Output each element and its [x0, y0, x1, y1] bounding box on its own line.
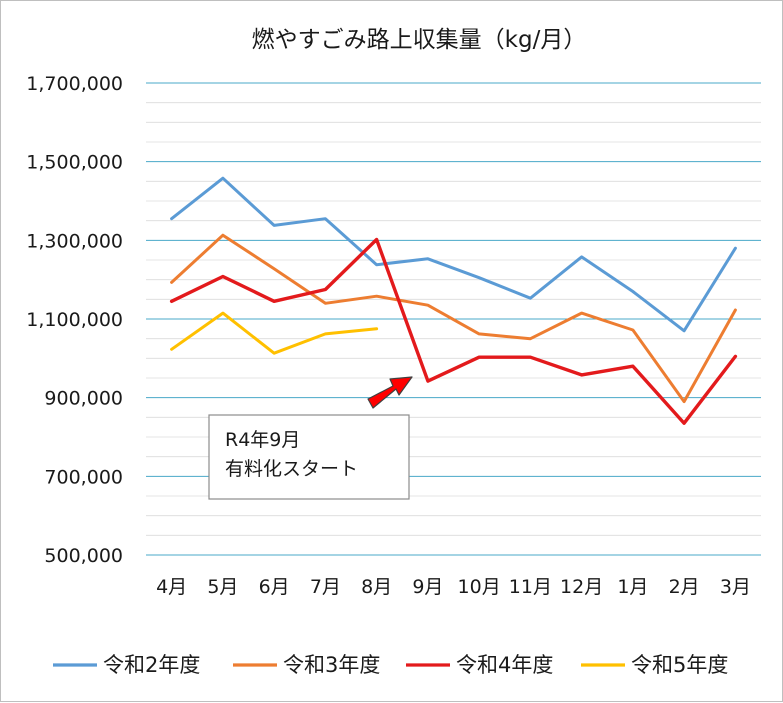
callout-line-2: 有料化スタート — [225, 458, 358, 480]
callout-arrow-icon — [367, 376, 413, 409]
series-line — [170, 311, 379, 355]
series-line — [170, 233, 737, 404]
x-axis-tick-labels: 4月 5月 6月 7月 8月 9月 10月 11月 12月 1月 2月 3月 — [156, 576, 751, 598]
x-tick-label: 7月 — [310, 576, 341, 598]
series-group — [169, 237, 738, 425]
x-tick-label: 11月 — [509, 576, 552, 598]
y-tick-label: 1,100,000 — [26, 309, 123, 331]
series-line — [170, 176, 737, 333]
legend: 令和2年度 令和3年度 令和4年度 令和5年度 — [53, 653, 728, 677]
y-axis-tick-labels: 500,000 700,000 900,000 1,100,000 1,300,000 1… — [26, 73, 123, 567]
y-tick-label: 1,700,000 — [26, 73, 123, 95]
x-tick-label: 12月 — [560, 576, 603, 598]
series-group — [170, 311, 379, 355]
y-tick-label: 700,000 — [44, 466, 123, 488]
series-group — [170, 233, 737, 404]
y-tick-label: 500,000 — [44, 545, 123, 567]
x-tick-label: 9月 — [412, 576, 443, 598]
x-tick-label: 10月 — [458, 576, 501, 598]
x-tick-label: 5月 — [207, 576, 238, 598]
x-tick-label: 2月 — [669, 576, 700, 598]
x-tick-label: 8月 — [361, 576, 392, 598]
series-line — [169, 237, 738, 425]
x-tick-label: 6月 — [259, 576, 290, 598]
x-tick-label: 1月 — [617, 576, 648, 598]
legend-label: 令和5年度 — [631, 653, 728, 677]
x-tick-label: 3月 — [720, 576, 751, 598]
series-group — [170, 176, 737, 333]
legend-label: 令和2年度 — [103, 653, 200, 677]
x-tick-label: 4月 — [156, 576, 187, 598]
callout-line-1: R4年9月 — [225, 429, 300, 451]
legend-label: 令和3年度 — [283, 653, 380, 677]
y-tick-label: 1,500,000 — [26, 152, 123, 174]
y-tick-label: 900,000 — [44, 388, 123, 410]
callout-box — [208, 414, 410, 500]
legend-label: 令和4年度 — [456, 653, 553, 677]
chart-title: 燃やすごみ路上収集量（kg/月） — [252, 27, 587, 53]
y-tick-label: 1,300,000 — [26, 230, 123, 252]
series-lines — [169, 176, 738, 425]
annotation-callout: R4年9月 有料化スタート — [208, 414, 410, 500]
